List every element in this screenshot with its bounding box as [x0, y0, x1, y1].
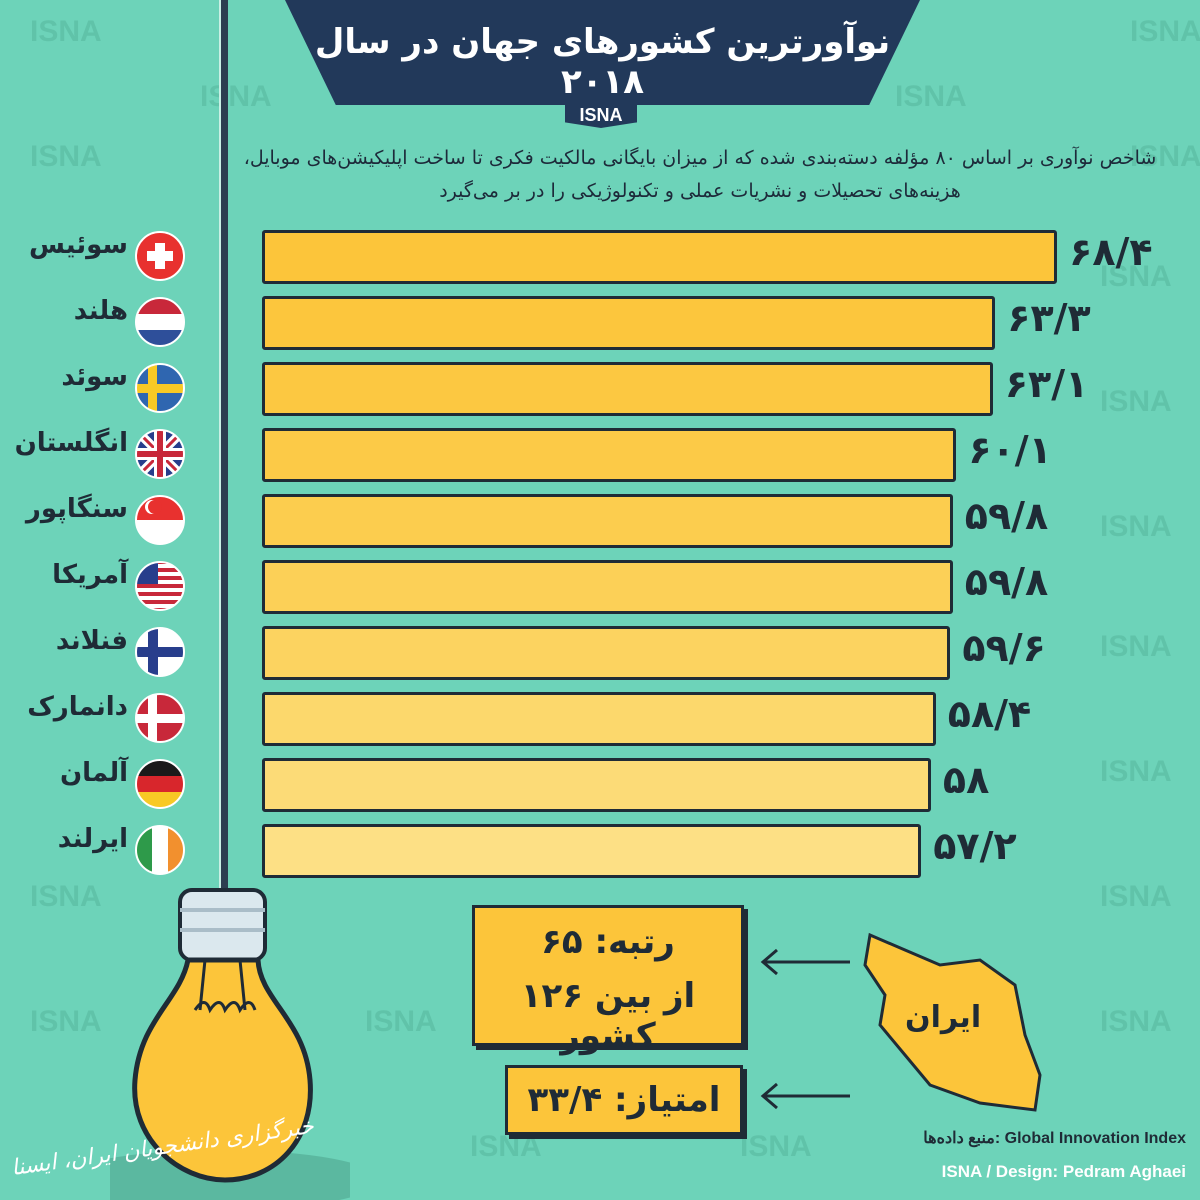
- bar: [262, 230, 1058, 284]
- flag-uk-icon: [135, 429, 185, 479]
- value-label: ۶۳/۱: [1004, 362, 1089, 406]
- flag-sweden-icon: [135, 363, 185, 413]
- country-name: هلند: [73, 296, 128, 326]
- bar: [262, 758, 931, 812]
- arrow-icons: [760, 948, 850, 1110]
- subtitle: شاخص نوآوری بر اساس ۸۰ مؤلفه دسته‌بندی ش…: [243, 147, 1157, 202]
- flag-singapore-icon: [135, 495, 185, 545]
- bar: [262, 824, 922, 878]
- bar: [262, 362, 993, 416]
- watermark: ISNA: [1100, 385, 1172, 418]
- country-name: انگلستان: [14, 428, 128, 458]
- watermark: ISNA: [470, 1130, 542, 1163]
- bar-row: سنگاپور ۵۹/۸: [0, 494, 1200, 548]
- flag-germany-icon: [135, 759, 185, 809]
- country-name: آمریکا: [52, 560, 128, 590]
- bar-row: آمریکا ۵۹/۸: [0, 560, 1200, 614]
- country-name: سوئد: [61, 362, 128, 392]
- bar-row: سوئیس ۶۸/۴: [0, 230, 1200, 284]
- iran-rank-total: از بین ۱۲۶ کشور: [520, 976, 696, 1056]
- bar: [262, 692, 936, 746]
- bar-row: سوئد ۶۳/۱: [0, 362, 1200, 416]
- country-name: آلمان: [59, 758, 128, 788]
- iran-score-box: امتیاز: ۳۳/۴: [505, 1065, 743, 1135]
- value-label: ۵۹/۶: [962, 626, 1046, 670]
- watermark: ISNA: [30, 140, 102, 173]
- iran-rank: رتبه: ۶۵: [541, 922, 675, 962]
- design-credit: ISNA / Design: Pedram Aghaei: [941, 1162, 1186, 1181]
- value-label: ۵۸/۴: [947, 692, 1032, 736]
- country-name: سنگاپور: [25, 494, 128, 524]
- watermark: ISNA: [1100, 630, 1172, 663]
- bar-row: انگلستان ۶۰/۱: [0, 428, 1200, 482]
- watermark: ISNA: [30, 15, 102, 48]
- watermark: ISNA: [740, 1130, 812, 1163]
- iran-score: امتیاز: ۳۳/۴: [527, 1080, 721, 1120]
- flag-denmark-icon: [135, 693, 185, 743]
- lamp-cord: [219, 0, 228, 890]
- title-banner: [285, 0, 920, 105]
- bar: [262, 626, 951, 680]
- flag-netherlands-icon: [135, 297, 185, 347]
- watermark: ISNA: [1100, 510, 1172, 543]
- bar: [262, 560, 953, 614]
- value-label: ۶۳/۳: [1007, 296, 1091, 340]
- iran-map-icon: [863, 932, 1042, 1112]
- country-name: فنلاند: [55, 626, 128, 656]
- value-label: ۵۷/۲: [933, 824, 1017, 868]
- watermark: ISNA: [1130, 140, 1200, 173]
- value-label: ۵۸: [942, 758, 990, 802]
- watermark: ISNA: [365, 1005, 437, 1038]
- watermark: ISNA: [200, 80, 272, 113]
- bar: [262, 428, 957, 482]
- bar-row: دانمارک ۵۸/۴: [0, 692, 1200, 746]
- flag-ireland-icon: [135, 825, 185, 875]
- watermark: ISNA: [30, 880, 102, 913]
- page-title: نوآورترین کشورهای جهان در سال ۲۰۱۸: [314, 22, 891, 102]
- bar-row: ایرلند ۵۷/۲: [0, 824, 1200, 878]
- watermark: ISNA: [1100, 755, 1172, 788]
- watermark: ISNA: [895, 80, 967, 113]
- value-label: ۶۸/۴: [1069, 230, 1153, 274]
- bar-row: هلند ۶۳/۳: [0, 296, 1200, 350]
- watermark: ISNA: [30, 1005, 102, 1038]
- watermark: ISNA: [1100, 1005, 1172, 1038]
- country-name: ایرلند: [57, 824, 128, 854]
- bar-row: آلمان ۵۸: [0, 758, 1200, 812]
- watermark: ISNA: [1100, 880, 1172, 913]
- iran-rank-box: رتبه: ۶۵ از بین ۱۲۶ کشور: [472, 905, 744, 1056]
- flag-usa-icon: [135, 561, 185, 611]
- value-label: ۵۹/۸: [964, 560, 1049, 604]
- value-label: ۶۰/۱: [968, 428, 1052, 472]
- bar: [262, 494, 953, 548]
- isna-tag: ISNA: [565, 100, 637, 128]
- watermark: ISNA: [1130, 15, 1200, 48]
- country-name: سوئیس: [29, 230, 128, 260]
- bar: [262, 296, 996, 350]
- country-name: دانمارک: [27, 692, 128, 722]
- iran-label: ایران: [905, 1000, 982, 1035]
- flag-switzerland-icon: [135, 231, 185, 281]
- bar-row: فنلاند ۵۹/۶: [0, 626, 1200, 680]
- lightbulb-icon: [110, 888, 350, 1200]
- watermark: ISNA: [1100, 260, 1172, 293]
- data-source: منبع داده‌ها: Global Innovation Index: [923, 1130, 1186, 1147]
- value-label: ۵۹/۸: [964, 494, 1049, 538]
- flag-finland-icon: [135, 627, 185, 677]
